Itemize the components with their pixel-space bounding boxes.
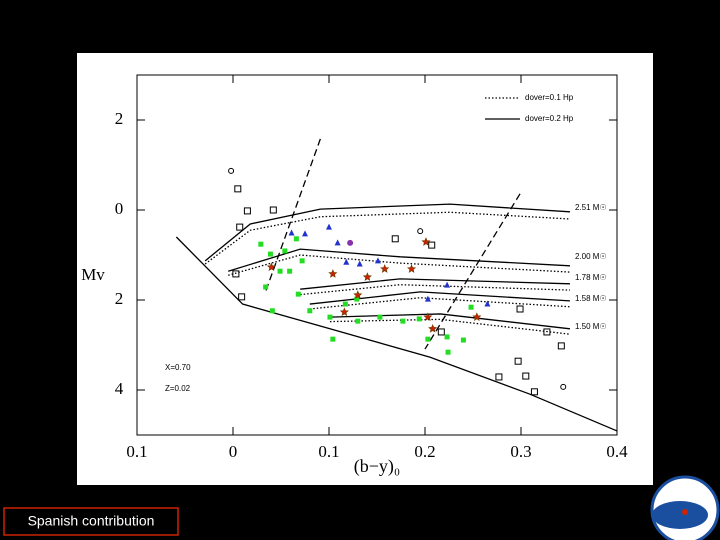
annotation: 1.50 M☉	[575, 322, 607, 331]
point	[287, 268, 293, 274]
point	[339, 307, 349, 317]
y-axis-label: Mv	[81, 265, 105, 284]
point	[258, 241, 264, 247]
point	[362, 272, 372, 281]
point	[428, 241, 436, 249]
y-tick-label: 0	[115, 199, 124, 218]
point	[400, 318, 406, 324]
y-tick-label: 2	[115, 289, 124, 308]
x-tick-label: 0.3	[510, 442, 531, 461]
point	[326, 223, 332, 230]
point	[445, 349, 451, 355]
point	[299, 258, 305, 264]
point	[342, 301, 348, 307]
point	[330, 336, 336, 342]
annotation: 1.58 M☉	[575, 294, 607, 303]
point	[282, 248, 288, 254]
point	[522, 372, 530, 380]
footer-text: Spanish contribution	[28, 513, 155, 529]
point	[355, 318, 361, 324]
line-series	[204, 203, 571, 330]
point	[391, 235, 399, 243]
legend-label: dover=0.1 Hp	[525, 93, 574, 102]
point	[424, 295, 431, 302]
line-series	[264, 138, 321, 295]
plot-panel	[77, 53, 653, 485]
annotation: 2.51 M☉	[575, 203, 607, 212]
point	[421, 237, 431, 246]
point	[269, 206, 277, 214]
point	[416, 316, 422, 322]
point	[444, 334, 450, 340]
point	[354, 296, 360, 302]
point	[328, 269, 338, 278]
line-series	[175, 236, 618, 432]
point	[234, 185, 242, 193]
logo-ellipse	[652, 501, 708, 529]
point	[236, 223, 244, 231]
point	[302, 230, 308, 237]
point	[353, 290, 363, 299]
point	[530, 388, 538, 396]
point	[347, 239, 354, 246]
point	[423, 312, 433, 321]
point	[243, 207, 251, 215]
point	[543, 328, 551, 336]
point	[266, 262, 276, 272]
point	[444, 281, 451, 288]
point	[407, 264, 417, 273]
point	[327, 314, 333, 320]
x-tick-label: 0.4	[606, 442, 628, 461]
point	[356, 260, 363, 267]
point	[377, 314, 383, 320]
legend-label: dover=0.2 Hp	[525, 114, 574, 123]
footer-box	[3, 507, 179, 536]
point	[516, 305, 524, 313]
annotation: 2.00 M☉	[575, 252, 607, 261]
point	[557, 342, 565, 350]
x-tick-label: 0	[229, 442, 238, 461]
annotation: Z=0.02	[165, 384, 191, 393]
y-tick-label: 2	[115, 109, 124, 128]
point	[228, 167, 235, 174]
logo	[650, 475, 720, 540]
point	[288, 229, 295, 236]
point	[472, 312, 482, 321]
point	[514, 357, 522, 365]
point	[277, 268, 283, 274]
point	[374, 257, 381, 264]
point	[468, 304, 474, 310]
point	[484, 300, 491, 307]
logo-star	[682, 509, 688, 515]
point	[269, 308, 275, 314]
point	[267, 251, 273, 257]
x-tick-label: 0.2	[414, 442, 435, 461]
point	[417, 228, 424, 235]
point	[380, 264, 390, 273]
point	[437, 328, 445, 336]
point	[293, 236, 299, 242]
x-tick-label: 0.1	[126, 442, 147, 461]
line-series	[424, 193, 521, 350]
point	[343, 258, 350, 265]
point	[307, 308, 313, 314]
point	[238, 293, 246, 301]
point	[295, 291, 301, 297]
x-axis-label: (b−y)₀	[354, 456, 400, 477]
point	[334, 239, 341, 246]
point	[495, 373, 503, 381]
axes-frame	[136, 74, 618, 436]
y-tick-label: 4	[115, 379, 124, 398]
annotation: 1.78 M☉	[575, 273, 607, 282]
point	[263, 284, 269, 290]
annotation: X=0.70	[165, 363, 191, 372]
x-tick-label: 0.1	[318, 442, 339, 461]
point	[560, 383, 567, 390]
point	[428, 324, 438, 333]
point	[232, 270, 240, 278]
point	[460, 337, 466, 343]
point	[425, 336, 431, 342]
